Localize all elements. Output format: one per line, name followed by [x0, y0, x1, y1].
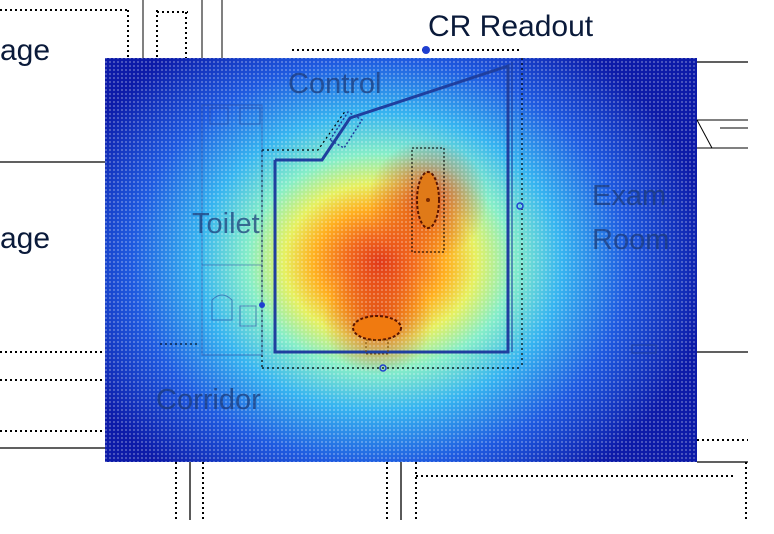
storage-label-upper: age [0, 34, 51, 67]
room-outlines [160, 58, 748, 372]
building-walls [0, 0, 748, 520]
xray-equipment [352, 147, 445, 355]
control-window [328, 110, 364, 150]
corridor-label: Corridor [156, 384, 261, 416]
exam-room-label-line1: Exam [592, 180, 667, 212]
toilet-room-label: Toilet [192, 208, 260, 240]
cr-readout-marker [292, 46, 522, 54]
cr-readout-label: CR Readout [428, 10, 594, 43]
wall-stand [411, 147, 445, 253]
table-bucky [352, 315, 402, 341]
exam-room-barrier [273, 63, 510, 354]
dose-heatmap [105, 58, 697, 462]
control-room-label: Control [288, 68, 382, 100]
storage-label-lower: age [0, 222, 51, 255]
toilet-room [201, 104, 263, 356]
exam-room-label-line2: Room [592, 224, 670, 256]
